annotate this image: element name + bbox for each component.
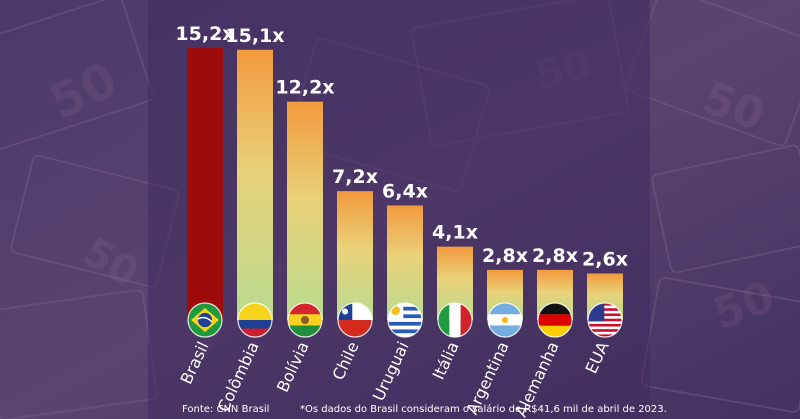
bar-chile	[337, 191, 373, 320]
colombia-flag-icon	[237, 302, 273, 338]
brazil-flag-icon	[187, 302, 223, 338]
bar-brasil	[187, 48, 223, 320]
value-label: 2,8x	[482, 245, 528, 267]
italy-flag-icon	[437, 302, 473, 338]
category-label: Itália	[429, 339, 463, 383]
value-label: 4,1x	[432, 222, 478, 244]
value-label: 12,2x	[275, 77, 334, 99]
category-label: Bolívia	[273, 339, 313, 395]
category-label: EUA	[582, 339, 613, 377]
value-label: 15,1x	[225, 25, 284, 47]
value-label: 2,8x	[532, 245, 578, 267]
value-label: 2,6x	[582, 248, 628, 270]
category-label: Chile	[328, 339, 362, 383]
category-label: Brasil	[177, 339, 213, 387]
chile-flag-icon	[337, 302, 373, 338]
germany-flag-icon	[537, 302, 573, 338]
source-note: Fonte: CNN Brasil	[182, 404, 270, 415]
usa-flag-icon	[587, 302, 623, 338]
bolivia-flag-icon	[287, 302, 323, 338]
footnote-text: *Os dados do Brasil consideram o salário…	[300, 404, 667, 415]
uruguay-flag-icon	[387, 302, 423, 338]
bar-bolívia	[287, 101, 323, 321]
value-label: 7,2x	[332, 166, 378, 188]
bar-colômbia	[237, 49, 273, 320]
value-label: 15,2x	[175, 23, 234, 45]
category-label: Uruguai	[369, 339, 413, 404]
value-label: 6,4x	[382, 180, 428, 202]
bar-uruguai	[387, 205, 423, 320]
argentina-flag-icon	[487, 302, 523, 338]
